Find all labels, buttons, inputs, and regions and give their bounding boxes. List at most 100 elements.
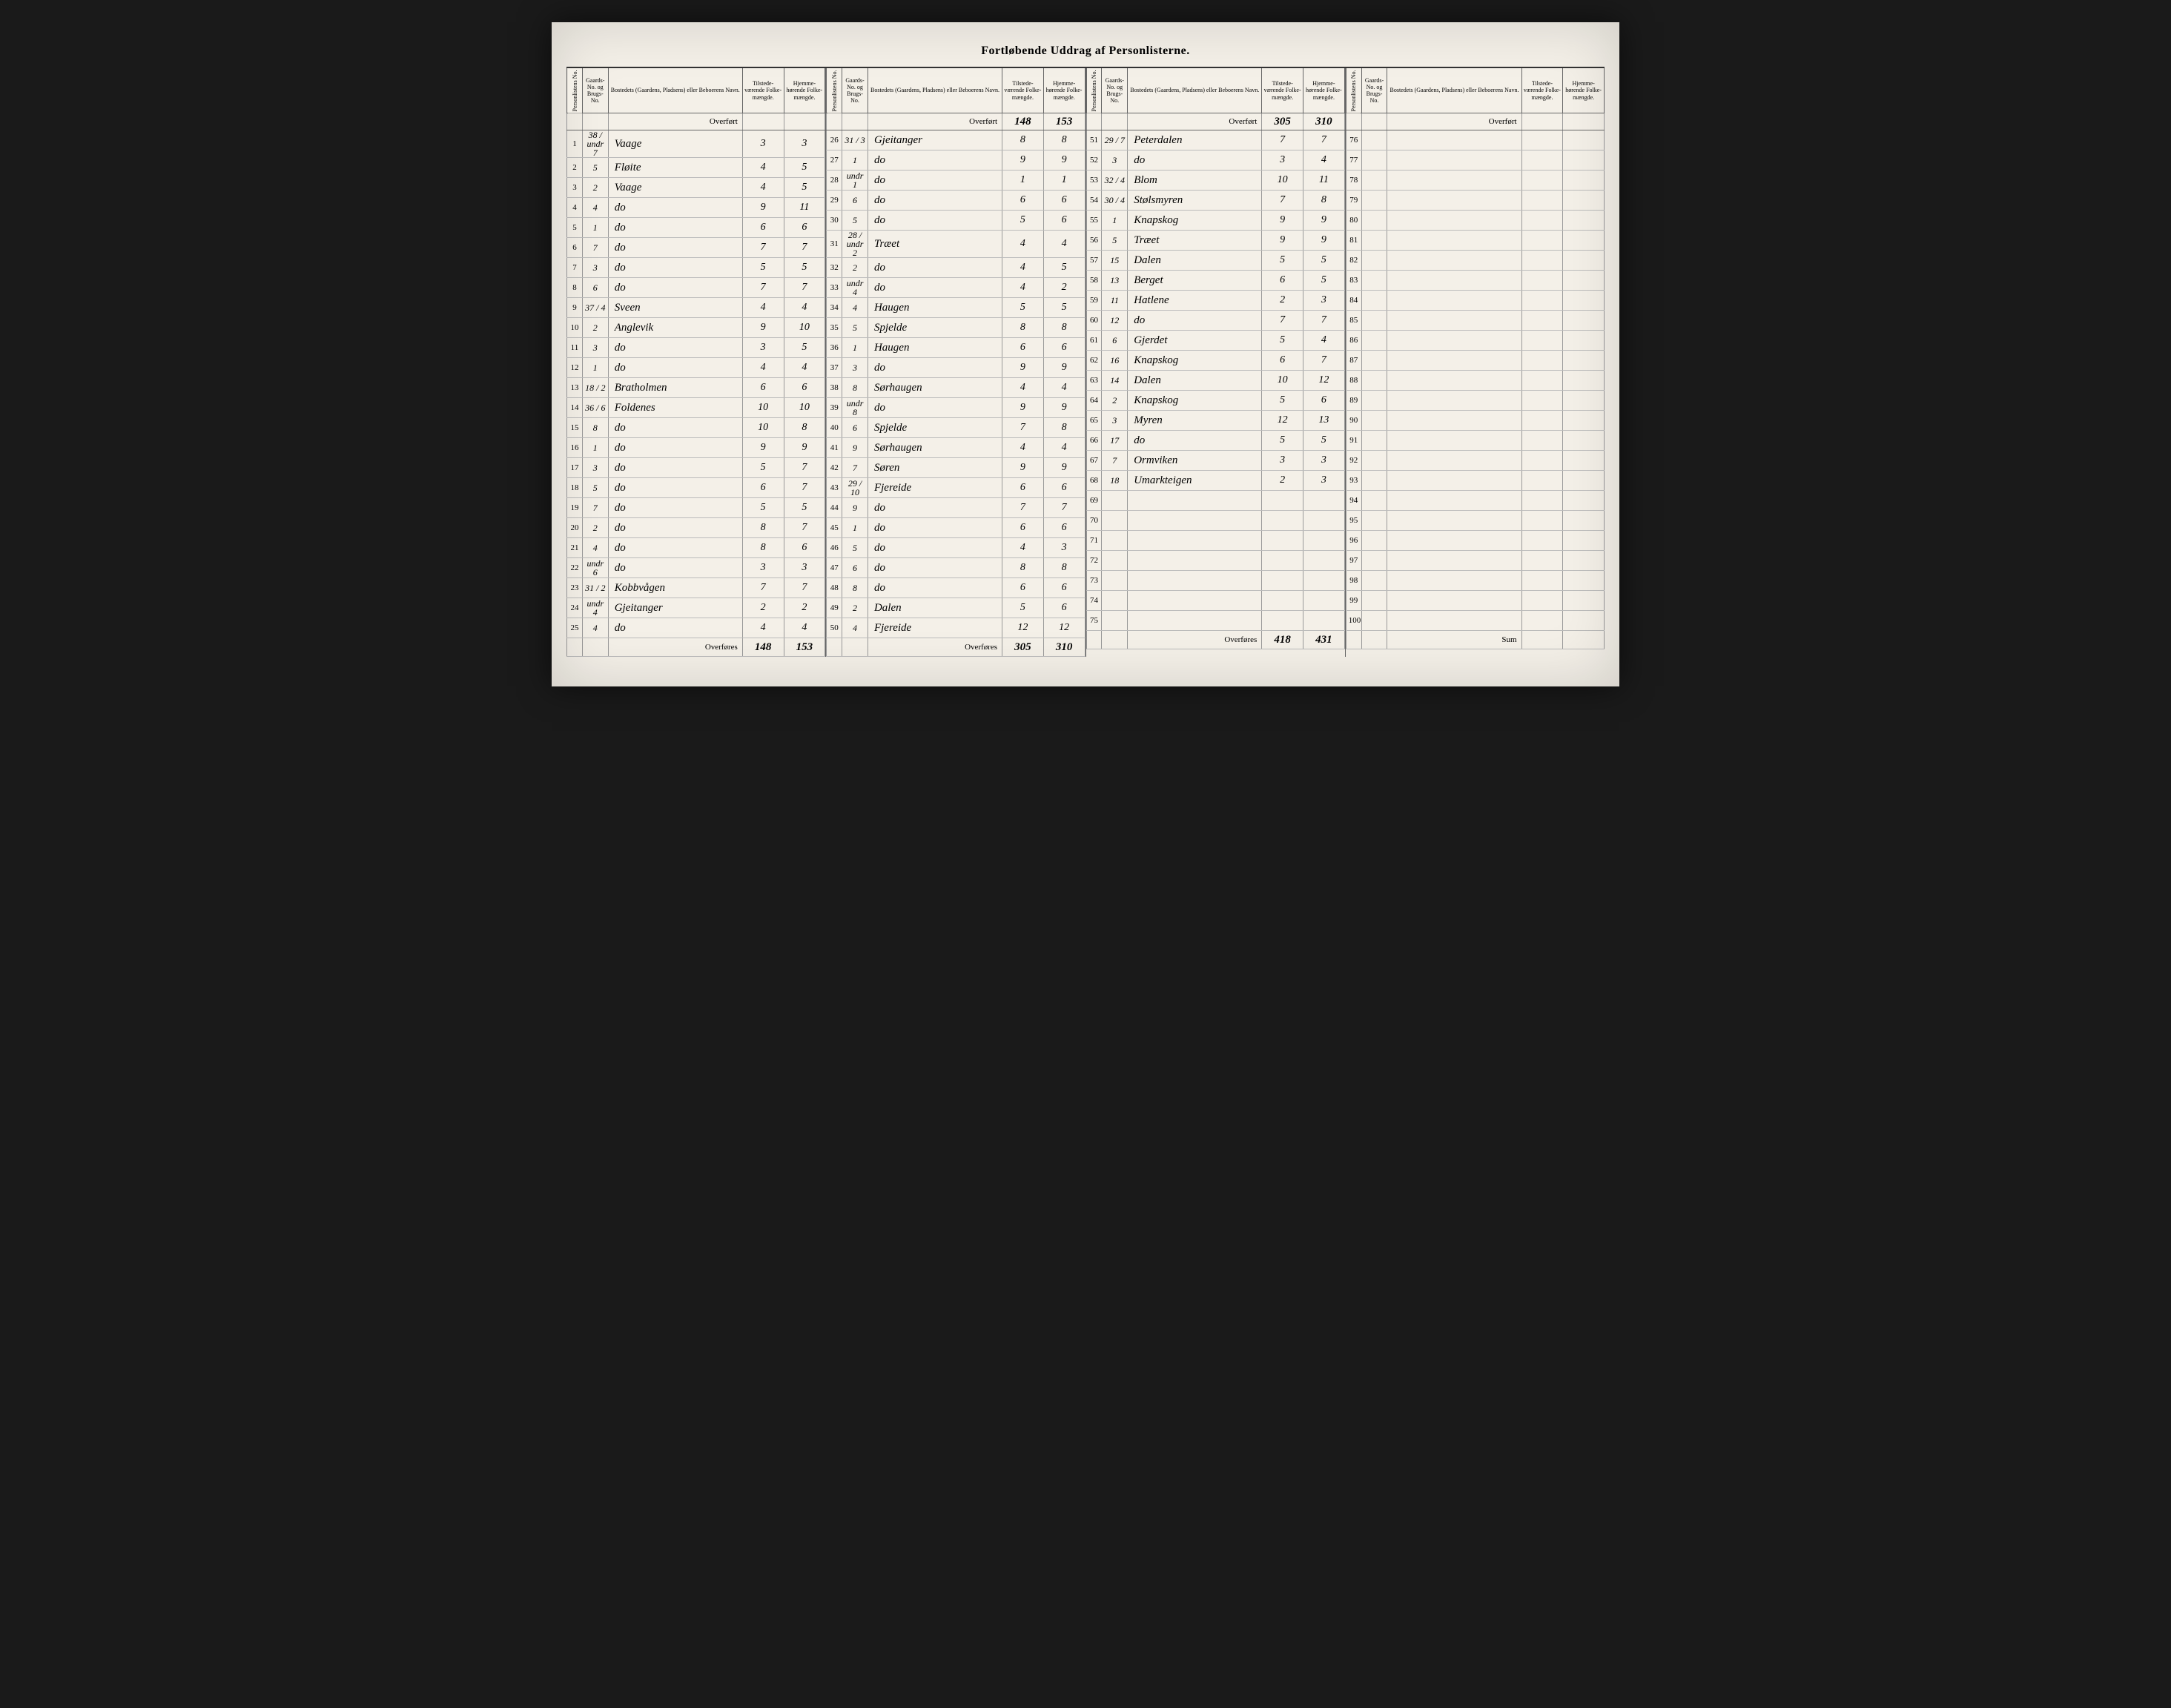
name-cell: Ormviken [1128, 451, 1262, 471]
resident-cell [1563, 191, 1605, 211]
idx-cell: 33 [827, 278, 842, 298]
present-cell: 2 [1262, 291, 1303, 311]
table-row: 565Træet99 [1086, 231, 1344, 251]
gnum-cell [1361, 351, 1387, 371]
table-row: 33undr 4do42 [827, 278, 1085, 298]
gnum-cell [1361, 331, 1387, 351]
gnum-cell [1361, 471, 1387, 491]
resident-cell: 4 [1303, 331, 1345, 351]
resident-cell: 10 [784, 318, 825, 338]
present-cell [1521, 171, 1563, 191]
table-row: 5911Hatlene23 [1086, 291, 1344, 311]
idx-cell: 6 [567, 238, 583, 258]
resident-cell: 4 [1043, 438, 1085, 458]
resident-cell [1563, 271, 1605, 291]
table-row: 51do66 [567, 218, 825, 238]
name-cell: do [868, 171, 1002, 191]
name-cell [1387, 191, 1521, 211]
present-cell: 5 [742, 458, 784, 478]
resident-cell: 12 [1043, 618, 1085, 638]
resident-cell [1563, 391, 1605, 411]
idx-cell: 90 [1346, 411, 1361, 431]
name-cell: do [1128, 311, 1262, 331]
resident-cell: 3 [1303, 291, 1345, 311]
name-cell: Knapskog [1128, 351, 1262, 371]
gnum-cell: undr 8 [842, 398, 868, 418]
resident-cell: 6 [1043, 578, 1085, 598]
idx-cell: 84 [1346, 291, 1361, 311]
gnum-cell: 5 [1102, 231, 1128, 251]
idx-cell: 10 [567, 318, 583, 338]
gnum-cell: 31 / 2 [582, 578, 608, 598]
gnum-cell: 4 [582, 618, 608, 638]
idx-cell: 56 [1086, 231, 1102, 251]
resident-cell [1303, 551, 1345, 571]
gnum-cell [1361, 150, 1387, 171]
present-cell: 3 [742, 558, 784, 578]
present-cell: 10 [742, 418, 784, 438]
table-row: 2331 / 2Kobbvågen77 [567, 578, 825, 598]
present-cell: 6 [1002, 578, 1044, 598]
resident-cell: 9 [1043, 150, 1085, 171]
table-row: 113do35 [567, 338, 825, 358]
table-row: 504Fjereide1212 [827, 618, 1085, 638]
gnum-cell: 7 [842, 458, 868, 478]
present-cell: 8 [1002, 558, 1044, 578]
gnum-cell: 13 [1102, 271, 1128, 291]
present-cell [1521, 531, 1563, 551]
name-cell: do [868, 578, 1002, 598]
name-cell [1387, 611, 1521, 631]
present-cell: 8 [742, 538, 784, 558]
resident-cell: 8 [1303, 191, 1345, 211]
idx-cell: 49 [827, 598, 842, 618]
resident-cell [1563, 291, 1605, 311]
idx-cell: 73 [1086, 571, 1102, 591]
name-cell: Træet [1128, 231, 1262, 251]
present-cell: 9 [1002, 398, 1044, 418]
idx-cell: 4 [567, 198, 583, 218]
gnum-cell: 3 [1102, 411, 1128, 431]
present-cell [1262, 491, 1303, 511]
gnum-cell: 1 [582, 438, 608, 458]
table-row: 6818Umarkteigen23 [1086, 471, 1344, 491]
present-cell: 9 [1262, 211, 1303, 231]
gnum-cell: 2 [582, 178, 608, 198]
gnum-cell [1361, 511, 1387, 531]
gnum-cell: 8 [842, 378, 868, 398]
col-idx: Personlistens No. [827, 68, 842, 113]
name-cell: Umarkteigen [1128, 471, 1262, 491]
table-row: 94 [1346, 491, 1604, 511]
table-row: 95 [1346, 511, 1604, 531]
present-cell: 2 [1262, 471, 1303, 491]
table-row: 24undr 4Gjeitanger22 [567, 598, 825, 618]
name-cell [1387, 511, 1521, 531]
resident-cell [1563, 331, 1605, 351]
carried-value: 305 [1262, 113, 1303, 130]
idx-cell: 52 [1086, 150, 1102, 171]
gnum-cell: 2 [582, 318, 608, 338]
resident-cell: 4 [1043, 231, 1085, 258]
gnum-cell: 7 [1102, 451, 1128, 471]
present-cell [1262, 591, 1303, 611]
resident-cell [1563, 511, 1605, 531]
present-cell [1521, 391, 1563, 411]
present-cell: 7 [742, 578, 784, 598]
idx-cell: 48 [827, 578, 842, 598]
name-cell: Gjerdet [1128, 331, 1262, 351]
gnum-cell [1361, 411, 1387, 431]
present-cell: 9 [1002, 458, 1044, 478]
gnum-cell: 18 [1102, 471, 1128, 491]
present-cell [1521, 611, 1563, 631]
name-cell: Fløite [608, 158, 742, 178]
resident-cell: 12 [1303, 371, 1345, 391]
present-cell: 5 [1262, 431, 1303, 451]
name-cell [1128, 491, 1262, 511]
gnum-cell [1102, 511, 1128, 531]
table-row: 76 [1346, 130, 1604, 150]
name-cell: do [608, 218, 742, 238]
table-row: 642Knapskog56 [1086, 391, 1344, 411]
idx-cell: 67 [1086, 451, 1102, 471]
idx-cell: 68 [1086, 471, 1102, 491]
table-row: 85 [1346, 311, 1604, 331]
resident-cell [1563, 531, 1605, 551]
